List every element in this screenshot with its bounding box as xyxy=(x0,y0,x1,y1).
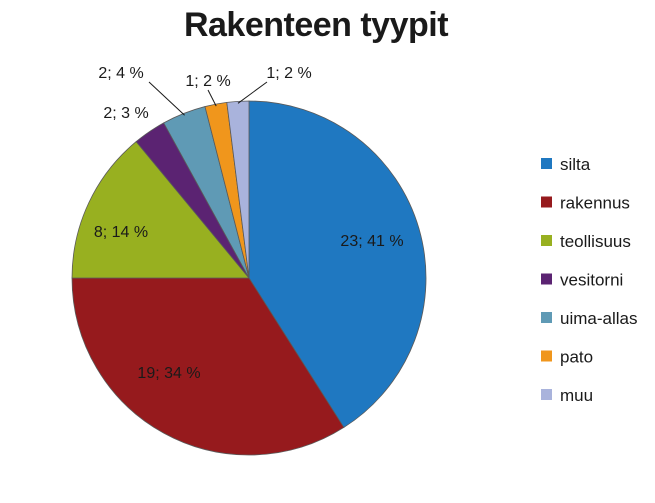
leader-line-muu xyxy=(237,81,268,104)
legend-label-teollisuus: teollisuus xyxy=(560,232,631,251)
data-label-teollisuus: 8; 14 % xyxy=(94,224,148,241)
legend-label-pato: pato xyxy=(560,348,593,367)
legend-swatch-vesitorni xyxy=(541,273,552,285)
legend-label-silta: silta xyxy=(560,155,591,174)
legend-label-uima-allas: uima-allas xyxy=(560,309,637,328)
data-label-pato: 1; 2 % xyxy=(185,73,230,90)
chart-title: Rakenteen tyypit xyxy=(183,6,449,44)
data-label-uima-allas: 2; 4 % xyxy=(98,65,143,82)
data-label-vesitorni: 2; 3 % xyxy=(103,105,148,122)
legend-label-vesitorni: vesitorni xyxy=(560,271,623,290)
legend-label-rakennus: rakennus xyxy=(560,194,630,213)
data-label-silta: 23; 41 % xyxy=(340,233,403,250)
legend-swatch-teollisuus xyxy=(541,235,552,246)
data-label-rakennus: 19; 34 % xyxy=(137,365,200,382)
pie-slice-rakennus xyxy=(71,277,345,456)
data-label-muu: 1; 2 % xyxy=(266,65,311,82)
pie-slice-teollisuus xyxy=(71,141,250,279)
leader-line-uima-allas xyxy=(148,81,185,116)
legend-swatch-muu xyxy=(541,389,552,400)
leader-line-pato xyxy=(207,89,217,107)
pie-slice-muu xyxy=(226,100,250,279)
legend-label-muu: muu xyxy=(560,386,593,405)
legend-swatch-uima-allas xyxy=(541,312,552,323)
legend-swatch-rakennus xyxy=(541,196,552,208)
legend-swatch-pato xyxy=(541,350,552,362)
pie-slice-silta xyxy=(248,100,427,429)
legend-swatch-silta xyxy=(541,158,552,169)
